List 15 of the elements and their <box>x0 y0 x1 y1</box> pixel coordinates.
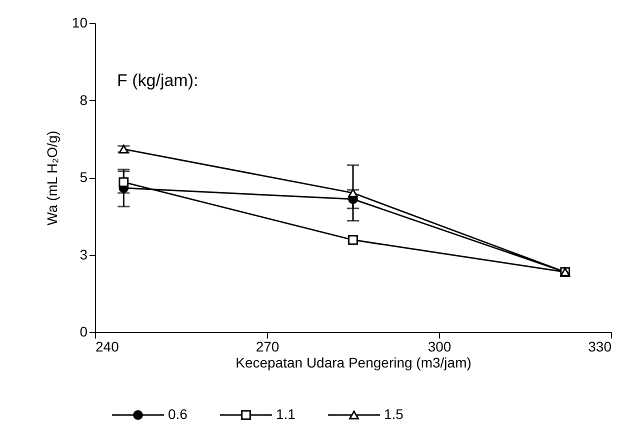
y-tick-label: 10 <box>72 14 88 30</box>
legend-label: 1.5 <box>384 406 404 422</box>
legend-label: 1.1 <box>276 406 296 422</box>
y-axis-title: Wa (mL H₂O/g) <box>44 130 60 226</box>
x-tick-label: 300 <box>428 338 452 354</box>
x-tick-label: 330 <box>588 338 612 354</box>
y-tick-label: 8 <box>80 92 88 108</box>
x-axis-title: Kecepatan Udara Pengering (m3/jam) <box>236 354 472 370</box>
y-tick-label: 5 <box>80 169 88 185</box>
legend-label: 0.6 <box>168 406 188 422</box>
x-tick-label: 270 <box>256 338 280 354</box>
legend-title: F (kg/jam): <box>117 71 198 90</box>
y-tick-label: 3 <box>80 246 88 262</box>
x-tick-label: 240 <box>96 338 120 354</box>
y-tick-label: 0 <box>80 324 88 340</box>
